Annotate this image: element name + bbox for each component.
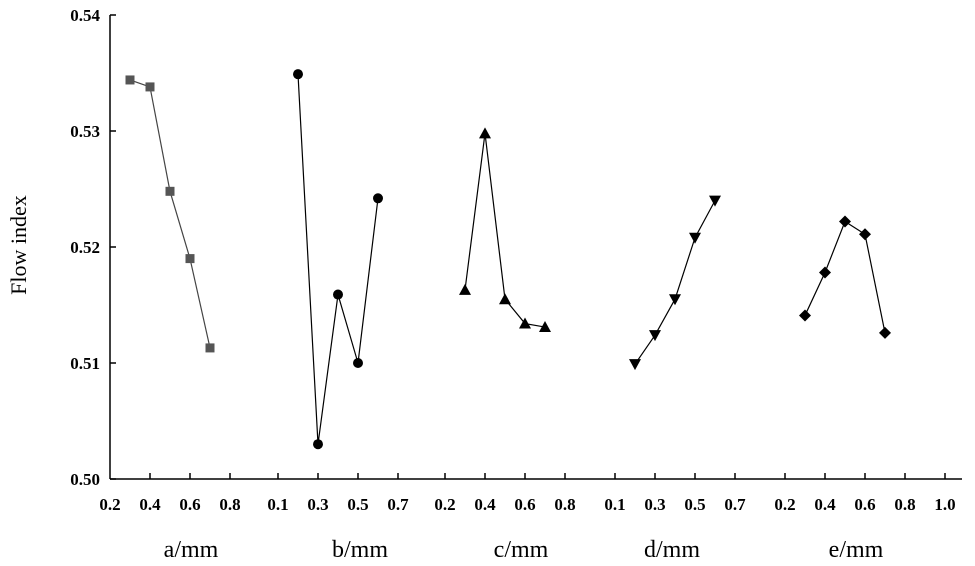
x-axis-label: a/mm [164, 537, 219, 563]
y-tick-label: 0.54 [70, 6, 100, 25]
data-point-marker [709, 195, 721, 207]
data-point-marker [185, 254, 195, 264]
x-tick-label: 0.4 [139, 495, 161, 514]
x-tick-label: 0.8 [554, 495, 575, 514]
y-axis-label: Flow index [6, 195, 31, 295]
data-point-marker [649, 330, 661, 342]
data-point-marker [689, 232, 701, 244]
y-tick-label: 0.52 [70, 238, 100, 257]
x-tick-label: 0.7 [724, 495, 746, 514]
data-point-marker [353, 358, 363, 368]
data-point-marker [819, 266, 831, 279]
y-tick-label: 0.53 [70, 122, 100, 141]
x-tick-label: 0.3 [307, 495, 328, 514]
data-point-marker [373, 193, 383, 204]
data-point-marker [125, 75, 135, 85]
series-line [129, 79, 211, 349]
data-point-marker [145, 82, 155, 92]
x-tick-label: 0.3 [644, 495, 665, 514]
x-axis-label: b/mm [332, 537, 388, 563]
data-point-marker [499, 293, 511, 305]
panel-3: 0.1 0.3 0.5 0.7 d/mm [604, 195, 746, 563]
x-axis-label: c/mm [494, 537, 549, 563]
x-tick-label: 1.0 [934, 495, 955, 514]
data-point-marker [459, 283, 471, 295]
data-point-marker [333, 289, 343, 300]
axes [109, 15, 962, 480]
x-tick-label: 0.5 [347, 495, 368, 514]
x-tick-label: 0.1 [604, 495, 625, 514]
data-point-marker [879, 326, 891, 339]
x-tick-label: 0.6 [514, 495, 535, 514]
data-point-marker [539, 321, 551, 333]
data-point-marker [165, 186, 175, 196]
data-point-marker [313, 439, 323, 450]
x-tick-label: 0.6 [179, 495, 200, 514]
x-tick-label: 0.5 [684, 495, 705, 514]
data-point-marker [629, 359, 641, 371]
x-tick-label: 0.8 [894, 495, 915, 514]
data-point-marker [799, 309, 811, 322]
x-tick-label: 0.1 [267, 495, 288, 514]
series-line [804, 220, 886, 333]
data-point-marker [519, 317, 531, 329]
panel-0: 0.2 0.4 0.6 0.8 a/mm [99, 75, 241, 563]
y-tick-label: 0.51 [70, 354, 100, 373]
series-line [297, 74, 379, 445]
data-point-marker [205, 343, 215, 353]
panel-4: 0.2 0.4 0.6 0.8 1.0 e/mm [774, 215, 956, 563]
x-tick-label: 0.4 [474, 495, 496, 514]
series-line [634, 200, 716, 365]
data-point-marker [859, 228, 871, 241]
data-point-marker [669, 294, 681, 306]
x-axis-label: d/mm [644, 537, 700, 563]
data-point-marker [293, 69, 303, 80]
y-tick-label: 0.50 [70, 470, 100, 489]
data-point-marker [479, 127, 491, 139]
x-tick-label: 0.6 [854, 495, 875, 514]
panels: 0.2 0.4 0.6 0.8a/mm0.1 0.3 0.5 0.7b/mm0.2 0.4 0.… [99, 69, 956, 563]
panel-1: 0.1 0.3 0.5 0.7 b/mm [267, 69, 409, 563]
x-tick-label: 0.2 [99, 495, 120, 514]
y-axis-ticks: 0.50 0.51 0.52 0.53 0.54 [70, 6, 116, 489]
x-tick-label: 0.2 [434, 495, 455, 514]
x-tick-label: 0.7 [387, 495, 409, 514]
data-point-marker [839, 215, 851, 228]
x-tick-label: 0.2 [774, 495, 795, 514]
x-tick-label: 0.4 [814, 495, 836, 514]
x-tick-label: 0.8 [219, 495, 240, 514]
x-axis-label: e/mm [829, 537, 884, 563]
panel-2: 0.2 0.4 0.6 0.8 c/mm [434, 127, 576, 563]
